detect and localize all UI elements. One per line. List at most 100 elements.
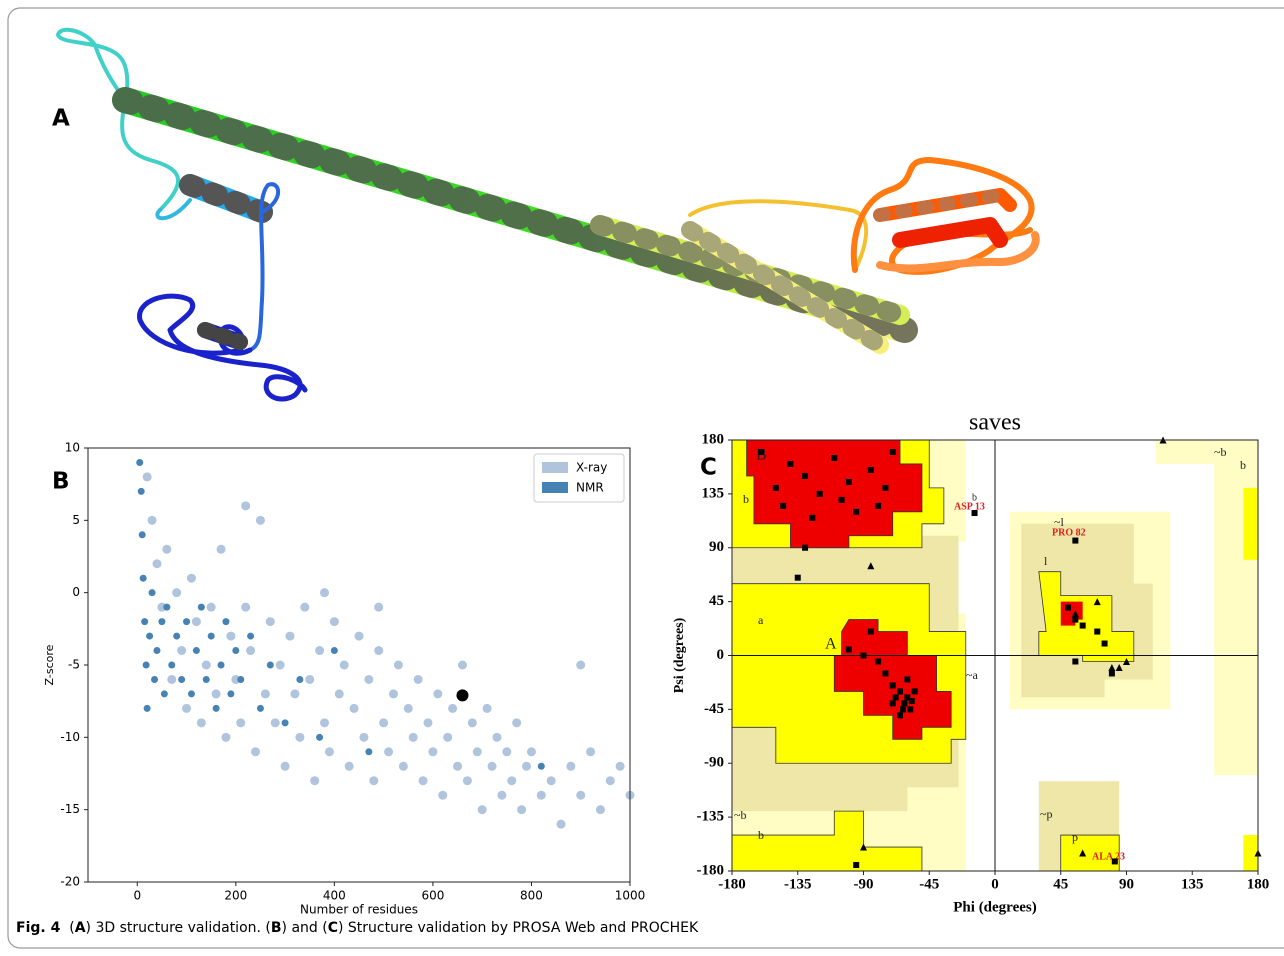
data-point: [237, 675, 245, 683]
data-point: [226, 631, 236, 641]
data-point: [1123, 657, 1130, 665]
legend-swatch: [542, 482, 568, 493]
caption-part: ) 3D structure validation. (: [86, 920, 271, 936]
data-point: [227, 690, 235, 698]
y-tick-label: -45: [704, 701, 724, 717]
data-point: [492, 732, 502, 742]
region-label: A: [825, 636, 837, 653]
data-point: [186, 573, 196, 583]
data-point: [1071, 610, 1079, 618]
data-point: [142, 472, 152, 482]
data-point: [315, 646, 325, 656]
data-point: [487, 761, 497, 771]
data-point: [324, 747, 334, 757]
data-point: [160, 690, 168, 698]
data-point: [295, 732, 305, 742]
data-point: [418, 776, 428, 786]
region-label: ~a: [966, 668, 978, 682]
data-point: [901, 700, 908, 707]
data-point: [379, 718, 389, 728]
y-tick-label: -20: [60, 875, 80, 889]
data-point: [526, 747, 536, 757]
data-point: [178, 675, 186, 683]
data-point: [615, 761, 625, 771]
y-tick-label: 135: [702, 485, 725, 501]
data-point: [260, 689, 270, 699]
data-point: [897, 712, 904, 719]
data-point: [212, 704, 220, 712]
data-point: [438, 790, 448, 800]
data-point: [556, 819, 566, 829]
data-point: [182, 703, 192, 713]
data-point: [867, 562, 875, 570]
data-point: [177, 646, 187, 656]
data-point: [364, 674, 374, 684]
data-point: [457, 660, 467, 670]
data-point: [889, 700, 896, 707]
region-label: b: [743, 492, 749, 506]
data-point: [576, 790, 586, 800]
data-point: [904, 676, 911, 683]
data-point: [148, 589, 156, 597]
data-point: [838, 496, 845, 503]
data-point: [265, 617, 275, 627]
data-point: [1072, 616, 1079, 623]
data-point: [522, 761, 532, 771]
region-label: a: [758, 613, 764, 627]
data-point: [780, 502, 787, 509]
data-point: [320, 588, 330, 598]
data-point: [497, 790, 507, 800]
caption-part: ) and (: [282, 920, 328, 936]
data-point: [143, 704, 151, 712]
data-point: [142, 661, 150, 669]
panel-label: A: [52, 106, 70, 132]
data-point: [374, 646, 384, 656]
data-point: [384, 747, 394, 757]
data-point: [889, 448, 896, 455]
data-point: [147, 515, 157, 525]
data-point: [256, 704, 264, 712]
x-tick-label: 800: [520, 889, 543, 903]
data-point: [1072, 658, 1079, 665]
data-point: [1111, 858, 1118, 865]
data-point: [971, 510, 978, 517]
data-point: [139, 574, 147, 582]
data-point: [246, 646, 256, 656]
caption-part: Fig. 4: [16, 920, 61, 936]
data-point: [605, 776, 615, 786]
data-point: [207, 632, 215, 640]
y-tick-label: -15: [60, 802, 80, 816]
caption: Fig. 4 (A) 3D structure validation. (B) …: [16, 920, 699, 936]
y-tick-label: -135: [697, 809, 725, 825]
data-point: [802, 544, 809, 551]
x-tick-label: 180: [1247, 876, 1270, 892]
x-tick-label: 135: [1181, 876, 1204, 892]
data-point: [296, 675, 304, 683]
data-point: [502, 747, 512, 757]
data-point: [546, 776, 556, 786]
data-point: [467, 718, 477, 728]
data-point: [787, 460, 794, 467]
data-point: [899, 706, 906, 713]
data-point: [882, 484, 889, 491]
panel-label: B: [52, 469, 70, 495]
x-tick-label: 200: [224, 889, 247, 903]
data-point: [462, 776, 472, 786]
data-point: [882, 670, 889, 677]
data-point: [232, 647, 240, 655]
data-point: [172, 588, 182, 598]
data-point: [330, 647, 338, 655]
data-point: [794, 574, 801, 581]
region-label: l: [1044, 554, 1048, 568]
data-point: [275, 660, 285, 670]
data-point: [907, 706, 914, 713]
data-point: [1115, 663, 1123, 671]
panel-label: C: [700, 455, 717, 481]
data-point: [202, 675, 210, 683]
region-label: ~b: [734, 808, 747, 822]
data-point: [904, 694, 911, 701]
data-point: [255, 515, 265, 525]
chart-title: saves: [969, 410, 1021, 436]
data-point: [211, 689, 221, 699]
